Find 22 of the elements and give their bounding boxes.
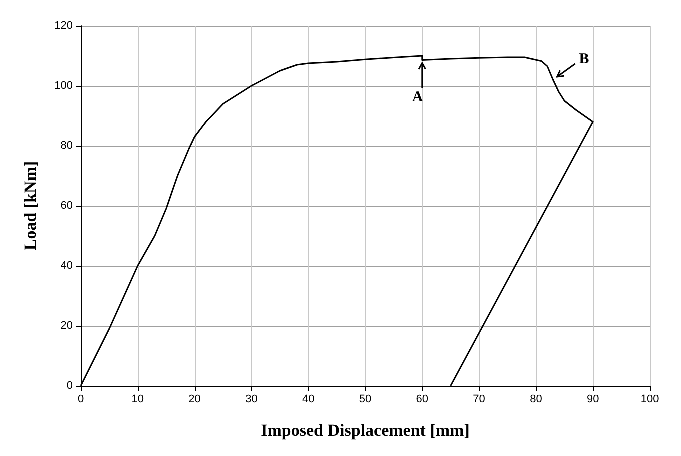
y-tick-label: 60 — [60, 200, 73, 212]
x-tick-label: 40 — [302, 394, 315, 406]
y-tick-label: 120 — [54, 20, 73, 32]
x-tick-label: 80 — [530, 394, 542, 406]
x-tick-label: 60 — [416, 394, 429, 406]
y-tick-label: 80 — [60, 140, 73, 152]
x-tick-label: 70 — [473, 394, 486, 406]
y-tick-label: 20 — [60, 320, 73, 332]
x-tick-label: 20 — [188, 394, 201, 406]
y-tick-label: 40 — [60, 260, 73, 272]
x-axis-title: Imposed Displacement [mm] — [261, 421, 470, 440]
y-axis-title: Load [kNm] — [21, 161, 40, 251]
x-tick-label: 0 — [78, 394, 84, 406]
annotation: A — [412, 90, 424, 106]
y-tick-label: 0 — [66, 380, 73, 392]
x-tick-label: 90 — [586, 394, 600, 406]
x-tick-label: 50 — [359, 394, 372, 406]
y-tick-label: 100 — [54, 80, 73, 92]
x-tick-label: 30 — [246, 394, 258, 406]
annotation: B — [579, 52, 590, 68]
x-tick-label: 100 — [640, 394, 660, 406]
x-tick-label: 10 — [132, 394, 144, 406]
